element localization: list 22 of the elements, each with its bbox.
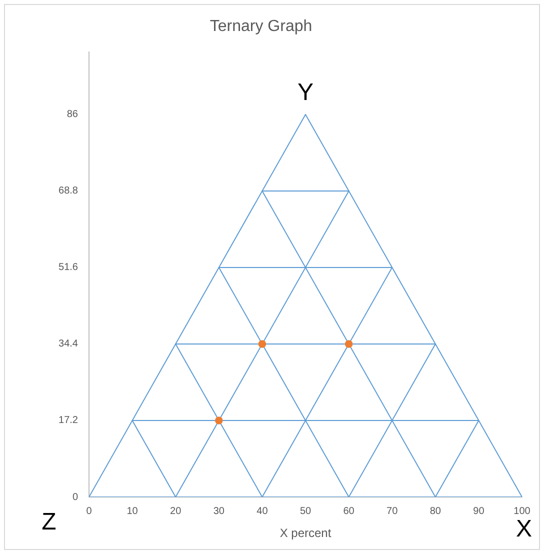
x-axis-title: X percent xyxy=(280,526,332,540)
annotation: Y xyxy=(297,79,314,106)
x-tick-label: 100 xyxy=(514,506,531,517)
y-tick-label: 17.2 xyxy=(58,415,78,426)
x-tick-label: 0 xyxy=(86,506,92,517)
y-tick-label: 68.8 xyxy=(58,186,78,197)
x-tick-label: 20 xyxy=(170,506,182,517)
x-tick-label: 40 xyxy=(256,506,268,517)
x-tick-label: 80 xyxy=(430,506,442,517)
x-tick-label: 90 xyxy=(473,506,485,517)
y-tick-label: 51.6 xyxy=(58,262,78,274)
y-tick-label: 0 xyxy=(72,492,78,503)
annotation: X xyxy=(516,516,532,543)
x-tick-label: 30 xyxy=(213,506,225,517)
chart-title: Ternary Graph xyxy=(210,18,312,36)
x-tick-label: 70 xyxy=(386,506,398,517)
annotation: Z xyxy=(42,508,56,536)
y-tick-label: 86 xyxy=(66,109,78,120)
x-tick-label: 10 xyxy=(126,506,138,517)
y-tick-label: 34.4 xyxy=(58,338,78,350)
x-tick-label: 60 xyxy=(343,506,355,517)
x-tick-label: 50 xyxy=(300,506,312,517)
